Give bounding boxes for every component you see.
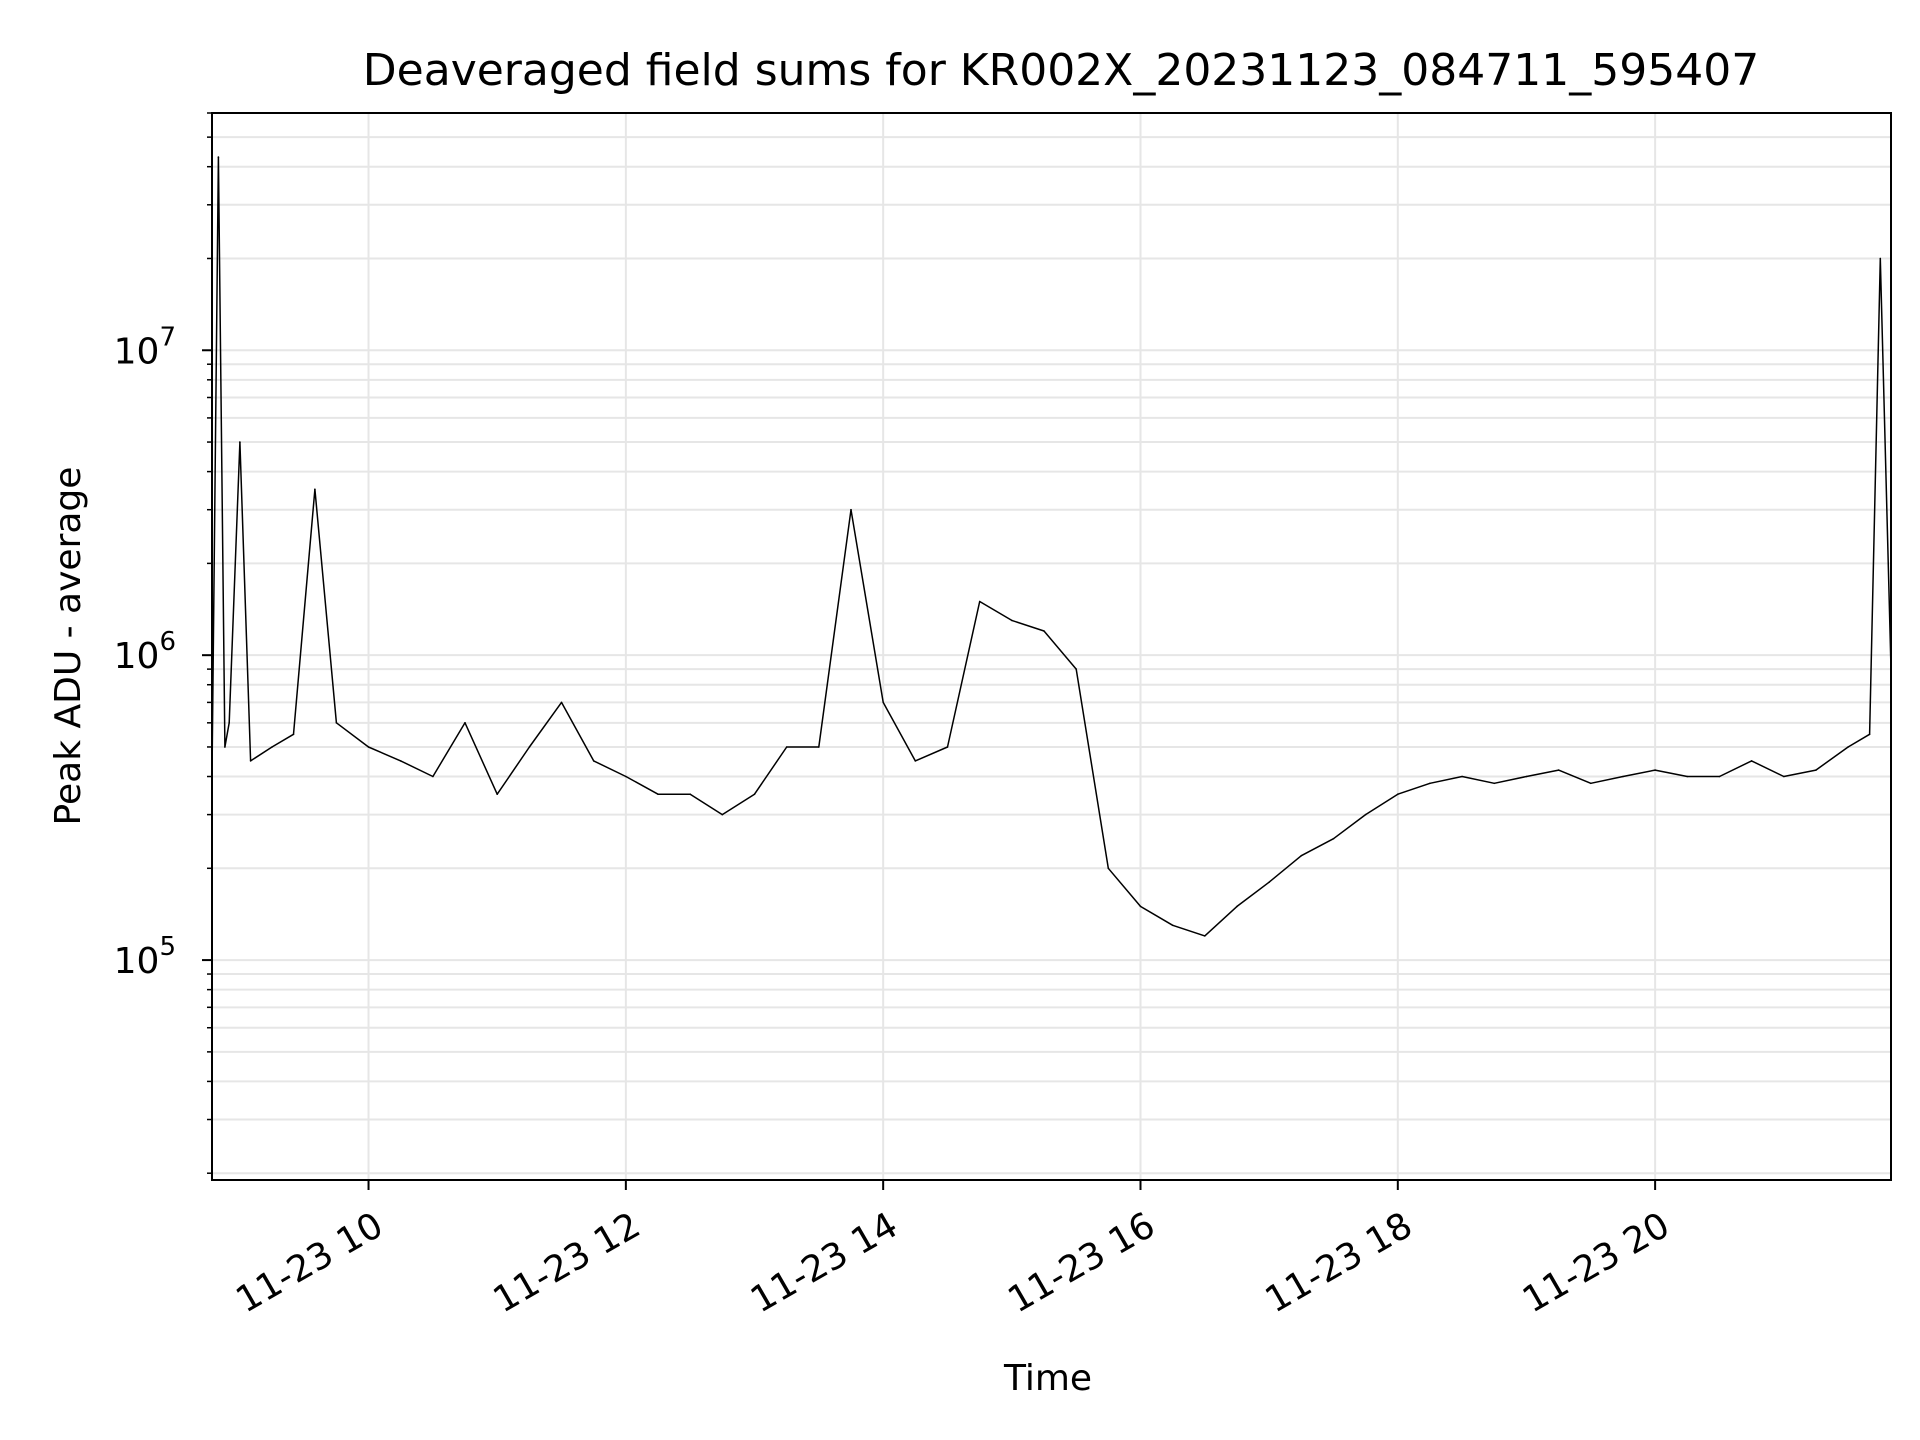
data-point	[592, 760, 595, 762]
data-point	[689, 793, 691, 795]
data-point	[217, 156, 220, 158]
data-point	[271, 746, 273, 748]
data-point	[1236, 905, 1238, 908]
data-point	[335, 722, 338, 724]
data-point	[785, 746, 788, 748]
data-point	[1171, 924, 1174, 927]
y-tick-base: 10	[114, 636, 160, 677]
y-tick-base: 10	[114, 941, 160, 982]
data-point	[292, 733, 295, 736]
data-point	[1815, 769, 1817, 771]
data-point	[1525, 775, 1528, 778]
y-axis-label: Peak ADU - average	[48, 467, 89, 826]
data-point	[1590, 782, 1592, 785]
y-tick-label: 106	[114, 627, 176, 677]
data-point	[1847, 746, 1849, 748]
y-tick-exponent: 6	[159, 627, 176, 657]
y-tick-exponent: 7	[159, 322, 176, 352]
y-tick-exponent: 5	[159, 932, 176, 962]
data-point	[367, 746, 370, 748]
x-axis-label: Time	[1003, 1358, 1092, 1399]
data-point	[753, 793, 756, 795]
grid-lines	[212, 112, 1891, 1180]
data-point	[464, 722, 466, 724]
data-point	[496, 793, 499, 795]
data-point	[625, 775, 627, 778]
data-point	[1783, 775, 1785, 778]
data-point	[239, 441, 241, 443]
data-point	[1075, 668, 1077, 670]
y-tick-base: 10	[114, 331, 160, 372]
data-point	[978, 600, 981, 603]
data-point	[1429, 782, 1431, 785]
chart-title: Deaveraged field sums for KR002X_2023112…	[363, 45, 1759, 96]
data-point	[1654, 769, 1656, 771]
data-point	[850, 508, 852, 511]
y-tick-label: 107	[114, 322, 176, 372]
data-point	[314, 488, 316, 491]
data-point	[721, 813, 724, 816]
plot-frame	[211, 112, 1892, 1181]
data-point	[1043, 630, 1045, 632]
data-point	[1461, 775, 1463, 778]
data-point	[1300, 854, 1303, 857]
data-point	[1204, 935, 1206, 937]
data-point	[432, 775, 434, 778]
data-point	[882, 701, 884, 704]
data-point	[528, 746, 531, 748]
data-point	[1879, 257, 1882, 260]
data-point	[657, 793, 659, 795]
data-point	[914, 760, 917, 762]
series-line	[211, 156, 1892, 937]
data-point	[249, 760, 252, 762]
data-point	[1107, 867, 1110, 870]
data-point	[1557, 769, 1560, 771]
data-point	[228, 722, 230, 724]
data-point	[1332, 837, 1335, 840]
data-point	[1622, 775, 1624, 778]
data-point	[224, 746, 226, 748]
data-point	[1718, 775, 1721, 778]
data-point	[1493, 782, 1496, 785]
y-tick-label: 105	[114, 932, 176, 982]
data-point	[1364, 813, 1367, 816]
data-point	[1268, 881, 1270, 883]
data-point	[560, 701, 563, 704]
data-point	[818, 746, 820, 748]
data-point	[1750, 760, 1753, 762]
data-point	[946, 746, 949, 748]
data-point	[1139, 905, 1142, 908]
data-point	[1686, 775, 1689, 778]
data-point	[399, 760, 402, 762]
data-point	[1397, 793, 1399, 795]
data-point	[1011, 619, 1013, 622]
data-point	[1868, 733, 1871, 736]
